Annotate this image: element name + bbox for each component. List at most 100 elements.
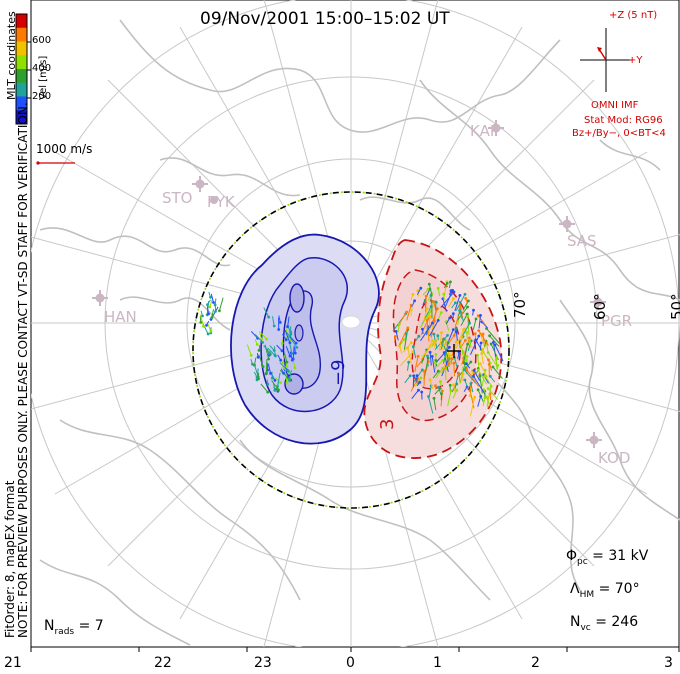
velocity-vector: [279, 362, 289, 372]
velocity-vector: [406, 305, 412, 321]
imf-by-label: +Y: [628, 55, 643, 66]
velocity-vector: [479, 342, 482, 351]
velocity-vector: [453, 363, 456, 377]
station-label-kod: KOD: [598, 449, 631, 467]
velocity-vector: [416, 287, 422, 295]
velocity-vector: [459, 310, 464, 321]
velocity-vector: [436, 346, 450, 363]
velocity-vector: [463, 369, 477, 384]
imf-source: OMNI IMF: [591, 100, 639, 111]
stat-nvc: Nvc = 246: [570, 614, 638, 633]
velocity-vector: [440, 291, 455, 308]
velocity-vector: [465, 363, 471, 369]
velocity-vector: [403, 342, 412, 353]
velocity-vector: [422, 288, 429, 296]
velocity-vector: [431, 326, 434, 331]
heppner-maynard-boundary: [192, 191, 510, 509]
velocity-vector: [206, 306, 209, 314]
velocity-vector: [258, 354, 264, 367]
velocity-vector: [294, 347, 296, 354]
velocity-vector: [439, 381, 442, 387]
station-label-kap: KAP: [470, 122, 499, 140]
velocity-vector: [263, 307, 270, 318]
stat-nvc-subscript: vc: [580, 622, 591, 633]
velocity-vector: [450, 358, 453, 365]
velocity-vector: [285, 346, 291, 357]
velocity-vector: [448, 290, 452, 296]
velocity-vector: [465, 298, 468, 304]
stat-nvc-value: = 246: [595, 614, 639, 630]
velocity-vector: [492, 366, 503, 379]
velocity-vector: [395, 331, 399, 341]
velocity-vector: [412, 346, 417, 359]
velocity-vector: [461, 357, 465, 365]
velocity-vector: [486, 328, 501, 345]
velocity-vector: [478, 330, 489, 346]
velocity-vector: [211, 309, 214, 318]
velocity-vector: [477, 315, 487, 327]
velocity-vector: [253, 371, 258, 378]
station-label-pyk: PYK: [207, 193, 235, 211]
station-marker-pgr: [590, 294, 606, 310]
fit-order-note: FitOrder: 8, mapEX format: [3, 480, 17, 638]
velocity-vector: [437, 335, 439, 340]
velocity-vector: [269, 345, 275, 351]
velocity-vector: [288, 335, 298, 348]
velocity-vector: [451, 302, 456, 309]
velocity-vector: [394, 336, 396, 341]
potential-max-marker: [447, 344, 461, 358]
velocity-vector: [448, 298, 454, 307]
velocity-vector: [479, 375, 483, 394]
colorbar-swatch: [16, 27, 27, 42]
velocity-vector: [428, 396, 434, 414]
velocity-vector: [429, 320, 439, 337]
velocity-vector: [207, 299, 211, 305]
stat-lambda-hm: ΛHM = 70°: [570, 581, 640, 600]
station-label-sto: STO: [162, 189, 193, 207]
velocity-vector: [398, 327, 409, 347]
velocity-vector: [448, 281, 451, 288]
velocity-vector: [434, 342, 436, 348]
colorbar-swatch: [16, 96, 27, 111]
stat-nrads-subscript: rads: [54, 626, 75, 637]
velocity-vector: [429, 379, 434, 389]
velocity-vector: [461, 351, 464, 356]
station-marker-sas: [559, 216, 575, 232]
velocity-vector: [477, 355, 480, 369]
coordinate-system-label: MLT coordinates: [5, 11, 18, 100]
velocity-vector: [272, 316, 275, 327]
velocity-vector: [481, 353, 484, 364]
velocity-vector: [453, 384, 456, 394]
imf-condition: Bz+/By−, 0<BT<4: [572, 128, 666, 139]
velocity-vector: [431, 356, 436, 373]
velocity-vector: [459, 328, 465, 346]
mlt-label-3: 3: [664, 655, 673, 671]
velocity-vector: [277, 372, 281, 387]
velocity-vector: [454, 373, 459, 389]
velocity-vector: [440, 338, 445, 351]
velocity-vector: [477, 369, 488, 385]
velocity-vector: [263, 345, 270, 354]
velocity-vector: [462, 343, 469, 364]
velocity-vector: [473, 370, 481, 381]
velocity-vector: [271, 380, 279, 391]
velocity-vector: [439, 332, 442, 351]
station-marker-han: [92, 290, 108, 306]
colorbar-tick-400: 400: [32, 63, 52, 74]
colorbar-tick-600: 600: [32, 35, 52, 46]
velocity-vector: [400, 351, 414, 367]
velocity-vector: [454, 295, 461, 312]
mlt-label-23: 23: [254, 655, 272, 671]
imf-clock-dial: [580, 28, 632, 92]
velocity-vector: [469, 370, 473, 392]
velocity-vector: [420, 322, 433, 342]
colorbar-swatch: [16, 41, 27, 56]
velocity-vector: [419, 311, 431, 328]
latitude-label-60: 60°: [591, 293, 609, 320]
velocity-vector: [435, 368, 444, 379]
station-marker-kod: [586, 432, 602, 448]
velocity-vector: [429, 352, 432, 366]
stat-nrads-value: = 7: [78, 618, 104, 634]
velocity-vector: [292, 345, 295, 359]
velocity-vector: [274, 377, 281, 383]
